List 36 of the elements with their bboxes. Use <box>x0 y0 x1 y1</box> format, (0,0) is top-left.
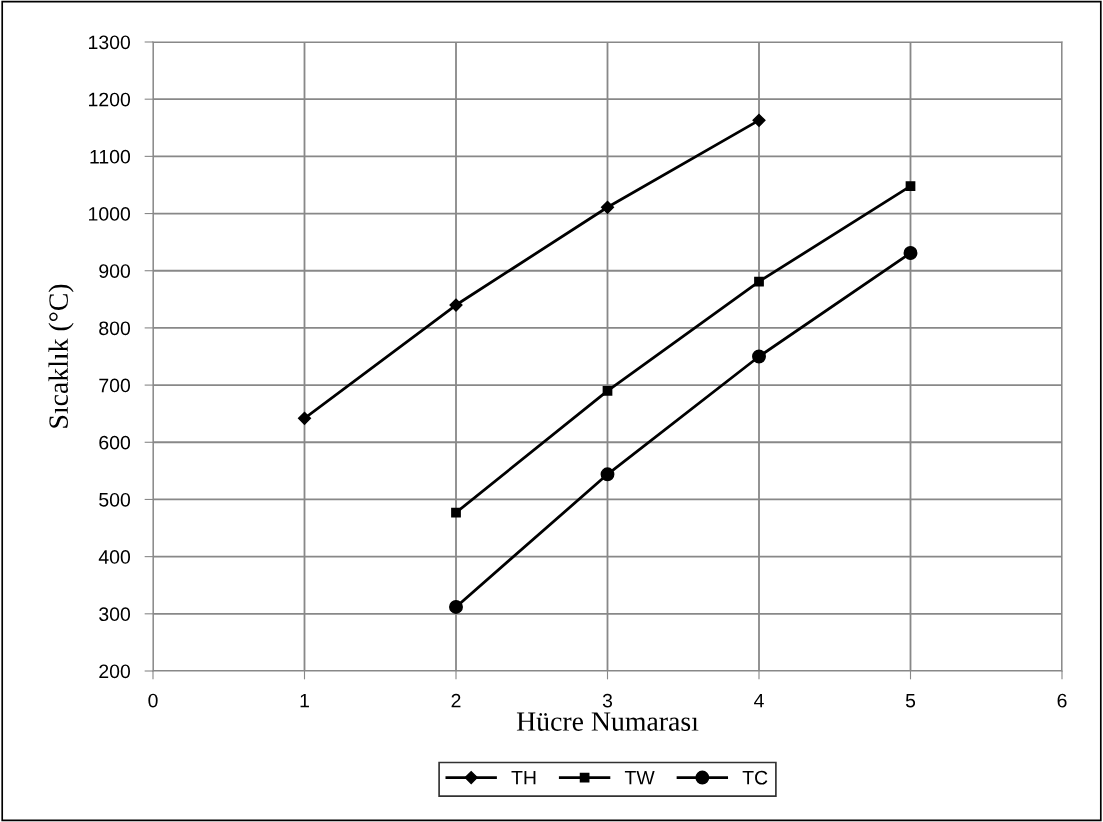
point <box>903 246 918 260</box>
y-tick-label: 800 <box>99 321 131 336</box>
y-tick-label: 400 <box>98 550 131 564</box>
point <box>451 507 461 518</box>
point <box>602 385 613 396</box>
point <box>600 467 615 482</box>
x-tick-label: 6 <box>1057 693 1067 708</box>
legend-label: TW <box>624 770 655 785</box>
y-tick-label: 700 <box>99 378 131 393</box>
x-tick-label: 2 <box>451 693 461 708</box>
y-axis-title: Sıcaklık (°C) <box>48 284 74 428</box>
x-tick-label: 4 <box>754 693 764 708</box>
y-tick-label: 1300 <box>89 35 131 50</box>
point <box>449 298 463 312</box>
point <box>449 600 463 614</box>
y-tick-label: 1000 <box>89 207 131 221</box>
x-tick-label: 0 <box>148 693 158 708</box>
point <box>905 181 916 191</box>
point <box>754 276 764 287</box>
y-tick-label: 600 <box>99 435 131 450</box>
y-tick-label: 1100 <box>90 149 131 164</box>
y-tick-label: 500 <box>99 492 131 507</box>
point <box>297 411 312 425</box>
point <box>752 113 766 127</box>
x-tick-label: 1 <box>300 693 309 708</box>
point <box>600 200 615 214</box>
point <box>752 349 766 364</box>
y-tick-label: 200 <box>99 664 131 679</box>
y-tick-label: 1200 <box>89 92 131 107</box>
y-tick-label: 900 <box>99 264 131 278</box>
legend-label: TC <box>742 770 768 785</box>
x-axis-title: Hücre Numarası <box>516 712 699 731</box>
legend-label: TH <box>511 770 536 785</box>
x-tick-label: 5 <box>905 693 916 708</box>
x-tick-label: 3 <box>602 693 613 708</box>
y-tick-label: 300 <box>99 607 131 622</box>
